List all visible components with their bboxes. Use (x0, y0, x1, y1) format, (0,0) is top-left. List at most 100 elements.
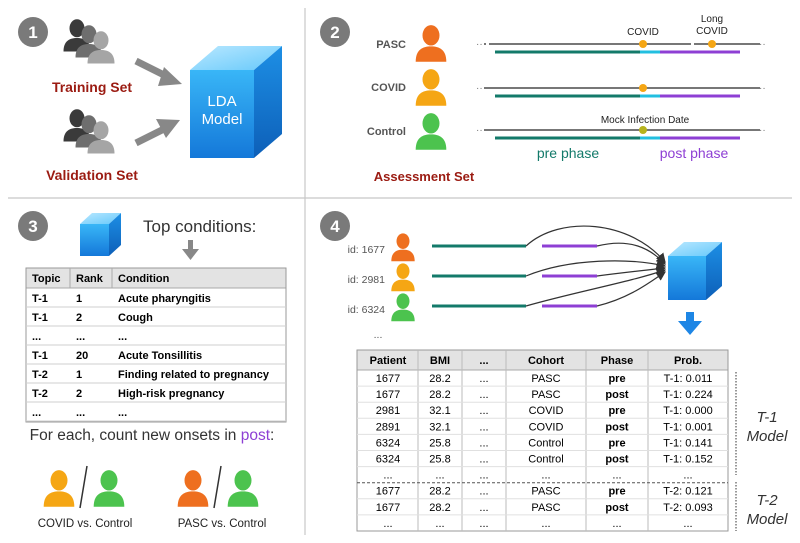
cell-cohort: PASC (531, 502, 560, 514)
long-covid-label-line1: Long (701, 14, 723, 25)
panel-number: 4 (330, 217, 340, 236)
cell-rank: ... (76, 331, 85, 343)
results-table-row: .................. (383, 518, 692, 530)
cell-bmi: 28.2 (429, 502, 450, 514)
cell-dots: ... (479, 486, 488, 498)
conditions-table-row: T-2 1 Finding related to pregnancy (32, 369, 270, 381)
conditions-table-row: T-1 1 Acute pharyngitis (32, 293, 211, 305)
training-people-icon (63, 19, 115, 64)
timeline-pasc (484, 40, 760, 54)
patient-phase-bars (432, 244, 597, 308)
panel-1: 1 Training Set Validation Set LDA Model (18, 17, 282, 183)
cell-dots: ... (479, 437, 488, 449)
panel-number-badge (18, 211, 48, 241)
results-table-row: 1677 28.2... PASC post T-2: 0.093 (376, 502, 713, 514)
cell-rank: 2 (76, 312, 82, 324)
cell-dots: ... (479, 389, 488, 401)
cell-topic: T-2 (32, 369, 48, 381)
cell-cohort: COVID (529, 421, 564, 433)
patient-id-2981: id: 2981 (348, 274, 386, 286)
header-phase: Phase (601, 355, 633, 367)
model-label-line1: LDA (207, 93, 236, 110)
cell-prob: ... (683, 518, 692, 530)
cell-prob: T-1: 0.141 (663, 437, 713, 449)
results-table-row: 6324 25.8... Control post T-1: 0.152 (376, 454, 713, 466)
validation-arrow (134, 124, 168, 147)
svg-text:··: ·· (759, 83, 766, 94)
control-person-icon (415, 113, 447, 150)
panel-number: 1 (28, 23, 37, 42)
cell-patient: 6324 (376, 454, 400, 466)
validation-arrow-head (156, 119, 180, 138)
cell-patient: 6324 (376, 437, 400, 449)
lda-model-cube: LDA Model (190, 46, 282, 158)
cell-phase: pre (608, 437, 625, 449)
cell-patient: ... (383, 470, 392, 482)
conditions-table-row: T-1 20 Acute Tonsillitis (32, 350, 202, 362)
cell-patient: 2891 (376, 421, 400, 433)
cell-bmi: 28.2 (429, 486, 450, 498)
post-phase-label: post phase (660, 145, 729, 161)
t2-model-label-line1: T-2 (756, 492, 778, 509)
conditions-table: Topic Rank Condition T-1 1 Acute pharyngit… (25, 267, 287, 423)
control-person-icon (391, 293, 415, 322)
cell-dots: ... (479, 454, 488, 466)
cell-bmi: 25.8 (429, 437, 450, 449)
cell-phase: pre (608, 373, 625, 385)
cell-dots: ... (479, 470, 488, 482)
mock-infection-label: Mock Infection Date (601, 115, 690, 126)
patient-id-more: ... (374, 329, 383, 341)
cell-prob: T-1: 0.001 (663, 421, 713, 433)
validation-people-icon (63, 109, 115, 154)
panel-4: 4 id: 1677 id: 2981 id: 6324 ... (320, 211, 788, 532)
header-prob: Prob. (674, 355, 702, 367)
training-set-label: Training Set (52, 79, 132, 95)
svg-text:··: ·· (476, 125, 483, 136)
cell-phase: post (605, 454, 629, 466)
cell-bmi: 28.2 (429, 373, 450, 385)
down-arrow-icon (182, 240, 199, 260)
pasc-person-icon (391, 233, 415, 262)
cell-prob: T-1: 0.224 (663, 389, 713, 401)
training-arrow-head (158, 67, 182, 86)
cell-condition: Finding related to pregnancy (118, 369, 270, 381)
cell-patient: 1677 (376, 486, 400, 498)
conditions-table-row: T-2 2 High-risk pregnancy (32, 388, 225, 400)
cell-condition: Acute Tonsillitis (118, 350, 202, 362)
cell-dots: ... (479, 518, 488, 530)
cell-topic: T-1 (32, 312, 48, 324)
cell-condition: Cough (118, 312, 153, 324)
cell-prob: T-1: 0.011 (664, 373, 713, 385)
header-bmi: BMI (430, 355, 450, 367)
row-label-covid: COVID (371, 82, 406, 94)
covid-person-icon (415, 69, 447, 106)
conditions-table-row: ......... (32, 407, 127, 419)
covid-vs-control-icon (43, 465, 125, 509)
cell-bmi: 28.2 (429, 389, 450, 401)
cell-cohort: ... (541, 470, 550, 482)
header-patient: Patient (370, 355, 407, 367)
row-label-control: Control (367, 126, 406, 138)
svg-text:··: ·· (759, 39, 766, 50)
panel-number: 2 (330, 23, 339, 42)
cell-patient: 2981 (376, 405, 400, 417)
cell-cohort: ... (541, 518, 550, 530)
validation-set-label: Validation Set (46, 167, 138, 183)
cell-dots: ... (479, 373, 488, 385)
covid-person-icon (391, 263, 415, 292)
results-table-row: 2981 32.1... COVID pre T-1: 0.000 (376, 405, 713, 417)
panel-number: 3 (28, 217, 37, 236)
cell-patient: 1677 (376, 502, 400, 514)
cell-phase: pre (608, 486, 625, 498)
cell-phase: pre (608, 405, 625, 417)
svg-text:··: ·· (759, 125, 766, 136)
cell-topic: ... (32, 407, 41, 419)
cell-phase: ... (612, 470, 621, 482)
cell-condition: ... (118, 407, 127, 419)
cell-rank: 2 (76, 388, 82, 400)
cell-topic: T-1 (32, 350, 48, 362)
panel-number-badge (320, 17, 350, 47)
cell-prob: T-2: 0.093 (663, 502, 713, 514)
top-conditions-label: Top conditions: (143, 217, 256, 236)
